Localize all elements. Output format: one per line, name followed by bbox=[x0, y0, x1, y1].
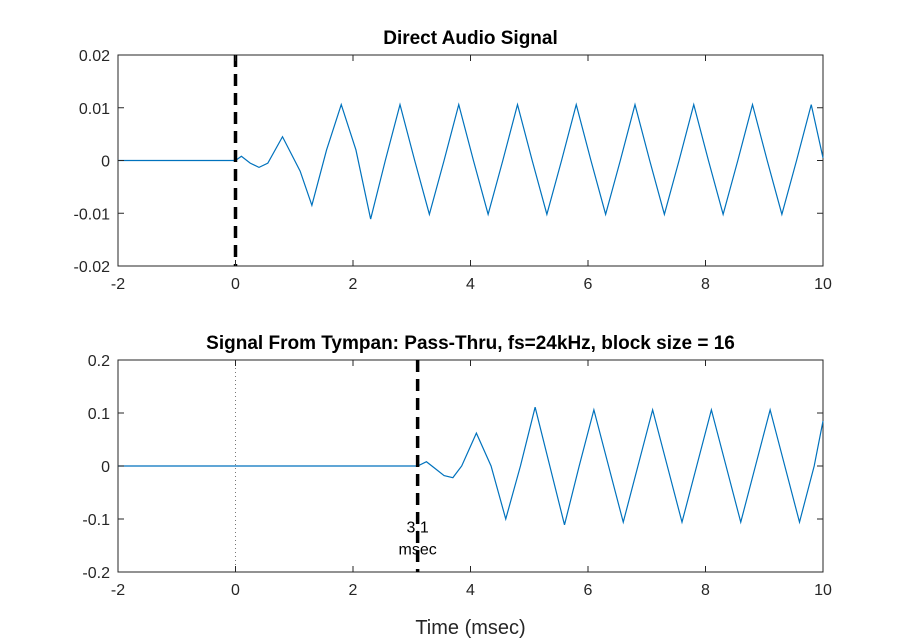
x-tick-label: 6 bbox=[584, 582, 593, 599]
chart-title: Signal From Tympan: Pass-Thru, fs=24kHz,… bbox=[206, 333, 735, 354]
y-tick-label: 0.2 bbox=[88, 353, 110, 370]
x-tick-label: 6 bbox=[584, 276, 593, 293]
x-tick-label: 2 bbox=[349, 582, 358, 599]
y-tick-label: -0.01 bbox=[74, 206, 111, 223]
x-tick-label: 8 bbox=[701, 582, 710, 599]
signal-line bbox=[118, 102, 824, 220]
x-tick-label: 4 bbox=[466, 582, 475, 599]
y-tick-label: 0 bbox=[101, 154, 110, 171]
delay-annotation-line: msec bbox=[399, 541, 437, 558]
top-plot-direct-audio: -2 0 2 4 6 8 10 0.02 0.01 0 -0.01 -0.02 Direct Audio… bbox=[74, 28, 832, 293]
x-tick-label: -2 bbox=[111, 276, 125, 293]
delay-annotation-line: 3.1 bbox=[407, 519, 429, 536]
y-tick-label: 0 bbox=[101, 459, 110, 476]
x-tick-label: 4 bbox=[466, 276, 475, 293]
bottom-plot-tympan-signal: -2 0 2 4 6 8 10 0.2 0.1 0 -0.1 -0.2 Signal From Tymp… bbox=[82, 333, 832, 639]
x-tick-label: 10 bbox=[814, 276, 832, 293]
x-tick-label: 8 bbox=[701, 276, 710, 293]
x-tick-label: 2 bbox=[349, 276, 358, 293]
delay-annotation: 3.1 msec bbox=[399, 519, 437, 558]
x-tick-label: 0 bbox=[231, 276, 240, 293]
chart-title: Direct Audio Signal bbox=[383, 28, 558, 49]
x-axis-label: Time (msec) bbox=[415, 617, 525, 639]
y-tick-label: -0.2 bbox=[82, 565, 110, 582]
y-tick-label: 0.1 bbox=[88, 406, 110, 423]
x-tick-label: 0 bbox=[231, 582, 240, 599]
x-tick-label: -2 bbox=[111, 582, 125, 599]
signal-line bbox=[118, 407, 824, 525]
y-tick-label: -0.1 bbox=[82, 512, 110, 529]
x-tick-label: 10 bbox=[814, 582, 832, 599]
y-tick-label: 0.02 bbox=[79, 48, 110, 65]
y-tick-label: 0.01 bbox=[79, 101, 110, 118]
y-tick-label: -0.02 bbox=[74, 259, 111, 276]
